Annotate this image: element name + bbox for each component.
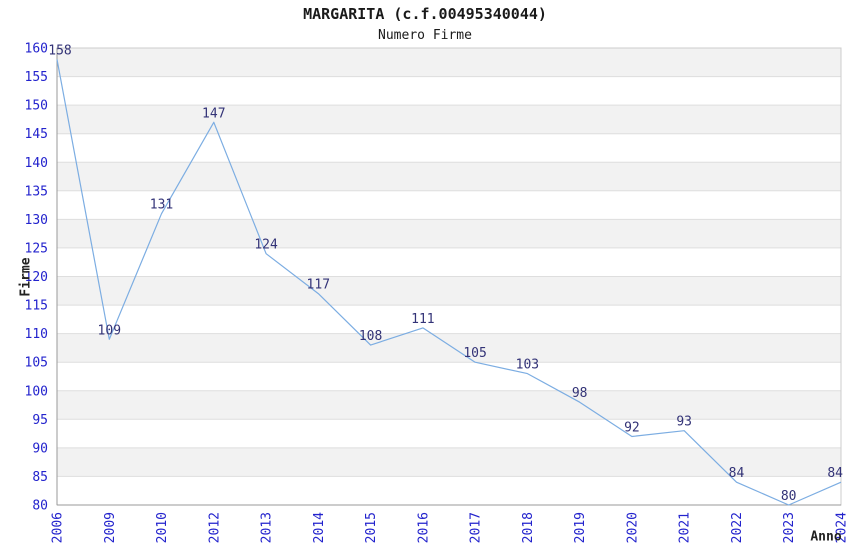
y-tick-label: 105 xyxy=(25,356,48,371)
x-tick-label: 2010 xyxy=(155,512,170,543)
y-tick-label: 110 xyxy=(25,327,48,342)
y-tick-label: 135 xyxy=(25,184,48,199)
x-tick-label: 2021 xyxy=(678,512,693,543)
data-point-label: 124 xyxy=(254,238,278,253)
data-point-label: 80 xyxy=(781,489,797,504)
data-point-label: 93 xyxy=(676,415,692,430)
plot-band xyxy=(57,447,841,477)
x-tick-label: 2024 xyxy=(835,512,850,543)
y-tick-label: 140 xyxy=(25,156,48,171)
y-tick-label: 125 xyxy=(25,241,48,256)
data-point-label: 111 xyxy=(411,312,434,327)
data-point-label: 84 xyxy=(827,466,843,481)
x-tick-label: 2023 xyxy=(782,512,797,543)
data-point-label: 158 xyxy=(48,43,71,58)
y-tick-label: 120 xyxy=(25,270,48,285)
y-tick-label: 130 xyxy=(25,213,48,228)
data-point-label: 84 xyxy=(729,466,745,481)
x-axis-title: Anno xyxy=(810,529,842,545)
chart-subtitle: Numero Firme xyxy=(378,28,472,43)
data-point-label: 105 xyxy=(463,346,486,361)
x-tick-label: 2016 xyxy=(416,512,431,543)
data-point-label: 92 xyxy=(624,421,640,436)
y-tick-label: 95 xyxy=(32,413,48,428)
x-tick-label: 2009 xyxy=(103,512,118,543)
x-tick-label: 2014 xyxy=(312,512,327,543)
y-tick-label: 150 xyxy=(25,99,48,114)
y-axis-title: Firme xyxy=(18,257,34,297)
y-tick-label: 145 xyxy=(25,127,48,142)
y-tick-label: 160 xyxy=(25,42,48,57)
y-tick-label: 90 xyxy=(32,441,48,456)
x-tick-label: 2019 xyxy=(573,512,588,543)
plot-band xyxy=(57,105,841,134)
x-tick-label: 2015 xyxy=(364,512,379,543)
y-tick-label: 80 xyxy=(32,499,48,514)
x-tick-label: 2018 xyxy=(521,512,536,543)
x-tick-label: 2006 xyxy=(51,512,66,543)
x-tick-label: 2013 xyxy=(260,512,275,543)
plot-band xyxy=(57,390,841,420)
data-point-label: 103 xyxy=(516,358,539,373)
data-line xyxy=(56,59,842,506)
x-tick-label: 2020 xyxy=(625,512,640,543)
y-tick-label: 100 xyxy=(25,384,48,399)
x-tick-label: 2012 xyxy=(207,512,222,543)
plot-band xyxy=(57,276,841,306)
data-point-label: 147 xyxy=(202,106,225,121)
data-point-label: 131 xyxy=(150,198,173,213)
y-tick-label: 85 xyxy=(32,470,48,485)
data-point-label: 117 xyxy=(307,278,330,293)
data-point-label: 98 xyxy=(572,386,588,401)
chart-title: MARGARITA (c.f.00495340044) xyxy=(303,5,547,23)
plot-band xyxy=(57,219,841,248)
plot-band xyxy=(57,162,841,191)
y-tick-label: 155 xyxy=(25,70,48,85)
plot-band xyxy=(57,48,841,77)
x-tick-label: 2022 xyxy=(730,512,745,543)
plot-band xyxy=(57,333,841,363)
y-tick-label: 115 xyxy=(25,299,48,314)
x-tick-label: 2017 xyxy=(469,512,484,543)
data-point-label: 109 xyxy=(98,323,121,338)
data-point-label: 108 xyxy=(359,329,382,344)
